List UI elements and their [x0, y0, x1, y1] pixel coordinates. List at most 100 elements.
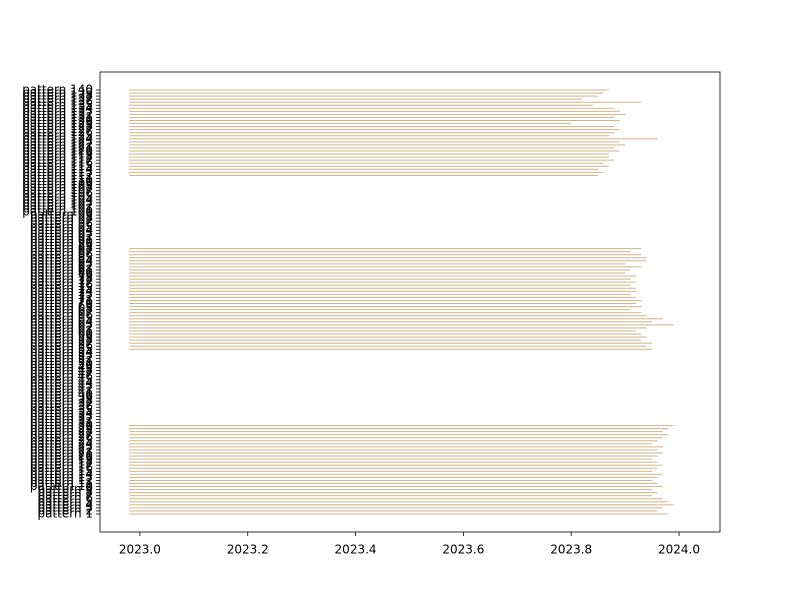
- bar: [129, 159, 615, 161]
- bar: [129, 348, 653, 350]
- y-tick-label: pattern 126: [22, 125, 93, 139]
- bar: [129, 110, 620, 112]
- y-tick-label: pattern 27: [30, 427, 93, 441]
- bar: [129, 324, 674, 326]
- y-tick-label: pattern 39: [30, 391, 93, 405]
- bar: [129, 486, 663, 488]
- y-tick-label: pattern 124: [22, 131, 93, 145]
- bar: [129, 269, 631, 271]
- y-tick-label: pattern 17: [30, 458, 93, 472]
- bar: [129, 510, 658, 512]
- y-tick-label: pattern 72: [30, 290, 93, 304]
- bar: [129, 473, 663, 475]
- y-tick-label: pattern 106: [22, 186, 93, 200]
- bar: [129, 504, 674, 506]
- bar: [129, 306, 642, 308]
- bar: [129, 458, 653, 460]
- bar: [129, 303, 636, 305]
- y-tick-label: pattern 18: [30, 455, 93, 469]
- y-tick-label: pattern 30: [30, 418, 93, 432]
- y-tick-label: pattern 66: [30, 308, 93, 322]
- bar: [129, 260, 647, 262]
- y-tick-label: pattern 49: [30, 360, 93, 374]
- y-tick-label: pattern 125: [22, 128, 93, 142]
- y-tick-label: pattern 73: [30, 287, 93, 301]
- y-tick-label: pattern 129: [22, 116, 93, 130]
- y-tick-label: pattern 12: [30, 473, 93, 487]
- bar: [129, 272, 626, 274]
- y-tick-label: pattern 46: [30, 369, 93, 383]
- y-tick-label: pattern 96: [30, 217, 93, 231]
- bar: [129, 461, 658, 463]
- y-tick-label: pattern 108: [22, 180, 93, 194]
- bar: [129, 141, 620, 143]
- bar: [129, 513, 669, 515]
- y-tick-label: pattern 33: [30, 409, 93, 423]
- bar: [129, 431, 663, 433]
- bar: [129, 135, 609, 137]
- bar: [129, 162, 604, 164]
- y-tick-label: pattern 97: [30, 214, 93, 228]
- y-tick-label: pattern 91: [30, 232, 93, 246]
- bar: [129, 257, 647, 259]
- y-tick-label: pattern 130: [22, 113, 93, 127]
- y-tick-label: pattern 21: [30, 445, 93, 459]
- y-tick-label: pattern 2: [37, 503, 93, 517]
- y-tick-label: pattern 34: [30, 406, 93, 420]
- bar: [129, 290, 636, 292]
- y-tick-label: pattern 81: [30, 262, 93, 276]
- x-tick-label: 2023.2: [227, 543, 269, 557]
- y-tick-label: pattern 3: [37, 500, 93, 514]
- bar: [129, 138, 658, 140]
- bar: [129, 281, 636, 283]
- bar: [129, 327, 647, 329]
- y-tick-label: pattern 10: [30, 479, 93, 493]
- y-tick-label: pattern 40: [30, 388, 93, 402]
- y-tick-label: pattern 98: [30, 211, 93, 225]
- y-tick-label: pattern 104: [22, 192, 93, 206]
- y-tick-label: pattern 62: [30, 320, 93, 334]
- bar: [129, 321, 653, 323]
- bar: [129, 440, 658, 442]
- y-tick-label: pattern 107: [22, 183, 93, 197]
- y-tick-label: pattern 113: [22, 165, 93, 179]
- y-tick-label: pattern 140: [22, 83, 93, 97]
- y-tick-label: pattern 4: [37, 497, 93, 511]
- bar: [129, 467, 658, 469]
- y-tick-label: pattern 137: [22, 92, 93, 106]
- bar: [129, 89, 609, 91]
- bar: [129, 95, 599, 97]
- y-tick-label: pattern 63: [30, 317, 93, 331]
- bar: [129, 153, 609, 155]
- y-tick-label: pattern 59: [30, 330, 93, 344]
- bar: [129, 507, 663, 509]
- bar: [129, 479, 653, 481]
- bar: [129, 165, 609, 167]
- bar: [129, 452, 663, 454]
- y-tick-label: pattern 11: [30, 476, 93, 490]
- y-tick-label: pattern 14: [30, 467, 93, 481]
- y-tick-label: pattern 105: [22, 189, 93, 203]
- y-tick-label: pattern 94: [30, 223, 93, 237]
- y-tick-label: pattern 37: [30, 397, 93, 411]
- y-tick-label: pattern 51: [30, 354, 93, 368]
- y-tick-label: pattern 53: [30, 348, 93, 362]
- y-tick-label: pattern 43: [30, 378, 93, 392]
- bar: [129, 156, 609, 158]
- y-tick-label: pattern 22: [30, 442, 93, 456]
- y-tick-label: pattern 42: [30, 381, 93, 395]
- y-tick-label: pattern 74: [30, 284, 93, 298]
- y-tick-label: pattern 24: [30, 436, 93, 450]
- bar: [129, 107, 615, 109]
- x-tick-label: 2023.4: [335, 543, 377, 557]
- y-tick-label: pattern 15: [30, 464, 93, 478]
- y-tick-label: pattern 116: [22, 156, 93, 170]
- bar: [129, 147, 615, 149]
- bar: [129, 437, 663, 439]
- y-tick-label: pattern 119: [22, 147, 93, 161]
- bar: [129, 251, 631, 253]
- bar: [129, 501, 669, 503]
- y-tick-label: pattern 61: [30, 323, 93, 337]
- y-tick-label: pattern 132: [22, 107, 93, 121]
